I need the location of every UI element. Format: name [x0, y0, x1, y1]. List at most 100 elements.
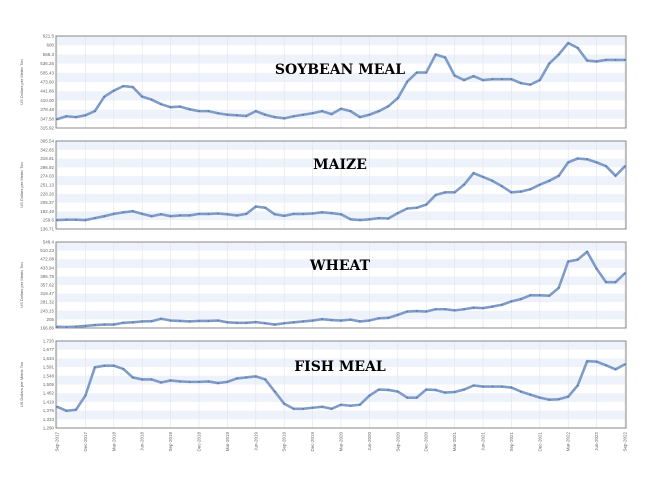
- data-point: [472, 306, 475, 309]
- y-tick-label: 395.78: [40, 274, 54, 279]
- data-point: [538, 294, 541, 297]
- data-point: [273, 213, 276, 216]
- data-point: [463, 388, 465, 391]
- data-point: [463, 183, 465, 186]
- data-point: [141, 378, 144, 381]
- x-tick-label: Dec-2021: [537, 432, 542, 452]
- x-tick-label: Sep-2019: [282, 432, 287, 452]
- y-tick-label: 473.60: [40, 80, 54, 85]
- data-point: [75, 325, 77, 328]
- y-tick-label: 472.08: [40, 257, 54, 262]
- y-tick-label: 441.86: [40, 89, 54, 94]
- data-point: [273, 323, 276, 326]
- data-point: [122, 85, 125, 88]
- data-point: [453, 391, 456, 393]
- data-point: [368, 394, 371, 397]
- y-tick-label: 159.6: [43, 218, 55, 223]
- data-point: [377, 317, 380, 320]
- data-point: [444, 391, 447, 394]
- y-tick-label: 1,462: [43, 391, 55, 396]
- data-point: [605, 59, 607, 61]
- data-point: [538, 396, 541, 399]
- data-point: [169, 215, 172, 218]
- data-point: [567, 395, 570, 398]
- data-point: [576, 46, 579, 49]
- data-point: [302, 212, 305, 215]
- data-point: [245, 376, 248, 379]
- data-point: [472, 75, 475, 78]
- data-point: [425, 310, 428, 313]
- data-point: [453, 191, 456, 194]
- data-point: [226, 380, 229, 383]
- data-point: [624, 165, 626, 168]
- data-point: [406, 396, 409, 399]
- data-point: [538, 79, 541, 82]
- y-tick-label: 505.43: [40, 70, 54, 75]
- data-point: [93, 110, 96, 113]
- data-point: [557, 174, 560, 177]
- data-point: [557, 398, 560, 401]
- data-point: [576, 258, 579, 261]
- data-point: [84, 219, 87, 221]
- data-point: [311, 112, 314, 115]
- data-point: [217, 319, 219, 322]
- data-point: [387, 389, 390, 391]
- data-point: [548, 179, 551, 182]
- data-point: [567, 42, 570, 44]
- data-point: [614, 174, 617, 177]
- data-point: [169, 106, 172, 109]
- data-point: [576, 384, 579, 387]
- data-point: [75, 218, 77, 221]
- x-tick-label: Jun-2018: [140, 432, 145, 451]
- data-point: [103, 323, 106, 326]
- data-point: [510, 386, 513, 389]
- y-axis-label: US Dollars per Metric Ton: [19, 362, 24, 408]
- data-point: [368, 218, 371, 221]
- data-point: [614, 281, 617, 284]
- data-point: [519, 190, 522, 193]
- data-point: [254, 375, 257, 378]
- data-point: [150, 378, 153, 381]
- y-tick-label: 621.5: [43, 34, 55, 39]
- panel-soybean-meal: 621.5 600 568.3 536.26 505.43 473.60 441.86 410…: [19, 34, 627, 131]
- data-point: [131, 210, 134, 213]
- data-point: [150, 215, 153, 218]
- data-point: [283, 214, 286, 217]
- data-point: [482, 307, 484, 310]
- data-point: [198, 320, 200, 322]
- y-tick-label: 510.23: [40, 248, 54, 253]
- data-point: [235, 114, 238, 117]
- data-point: [198, 380, 200, 383]
- data-point: [321, 405, 323, 408]
- y-tick-label: 357.62: [40, 283, 54, 288]
- data-point: [529, 294, 532, 297]
- data-point: [491, 78, 494, 81]
- y-tick-label: 1,376: [43, 408, 55, 413]
- x-tick-label: Sep-2018: [168, 432, 173, 452]
- y-tick-label: 1,591: [43, 365, 55, 370]
- data-point: [188, 214, 191, 217]
- data-point: [519, 390, 522, 393]
- data-point: [56, 219, 58, 221]
- y-axis-label: US Dollars per Metric Ton: [19, 59, 24, 105]
- data-point: [434, 389, 437, 391]
- data-point: [179, 214, 181, 217]
- data-point: [387, 105, 390, 108]
- y-tick-label: 296.92: [40, 165, 54, 170]
- x-tick-label: Jun-2020: [367, 432, 372, 451]
- y-tick-label: 536.26: [40, 61, 54, 66]
- data-point: [56, 405, 58, 408]
- data-point: [188, 108, 191, 111]
- x-tick-label: Sep-2020: [395, 432, 400, 452]
- data-point: [510, 300, 513, 303]
- y-tick-label: 1,634: [43, 356, 55, 361]
- data-point: [453, 74, 456, 77]
- data-point: [340, 403, 342, 406]
- y-tick-label: 251.13: [40, 183, 54, 188]
- data-point: [463, 308, 465, 311]
- data-point: [160, 103, 163, 106]
- data-point: [273, 390, 276, 393]
- data-point: [65, 326, 68, 328]
- data-point: [396, 97, 399, 100]
- data-point: [576, 157, 579, 160]
